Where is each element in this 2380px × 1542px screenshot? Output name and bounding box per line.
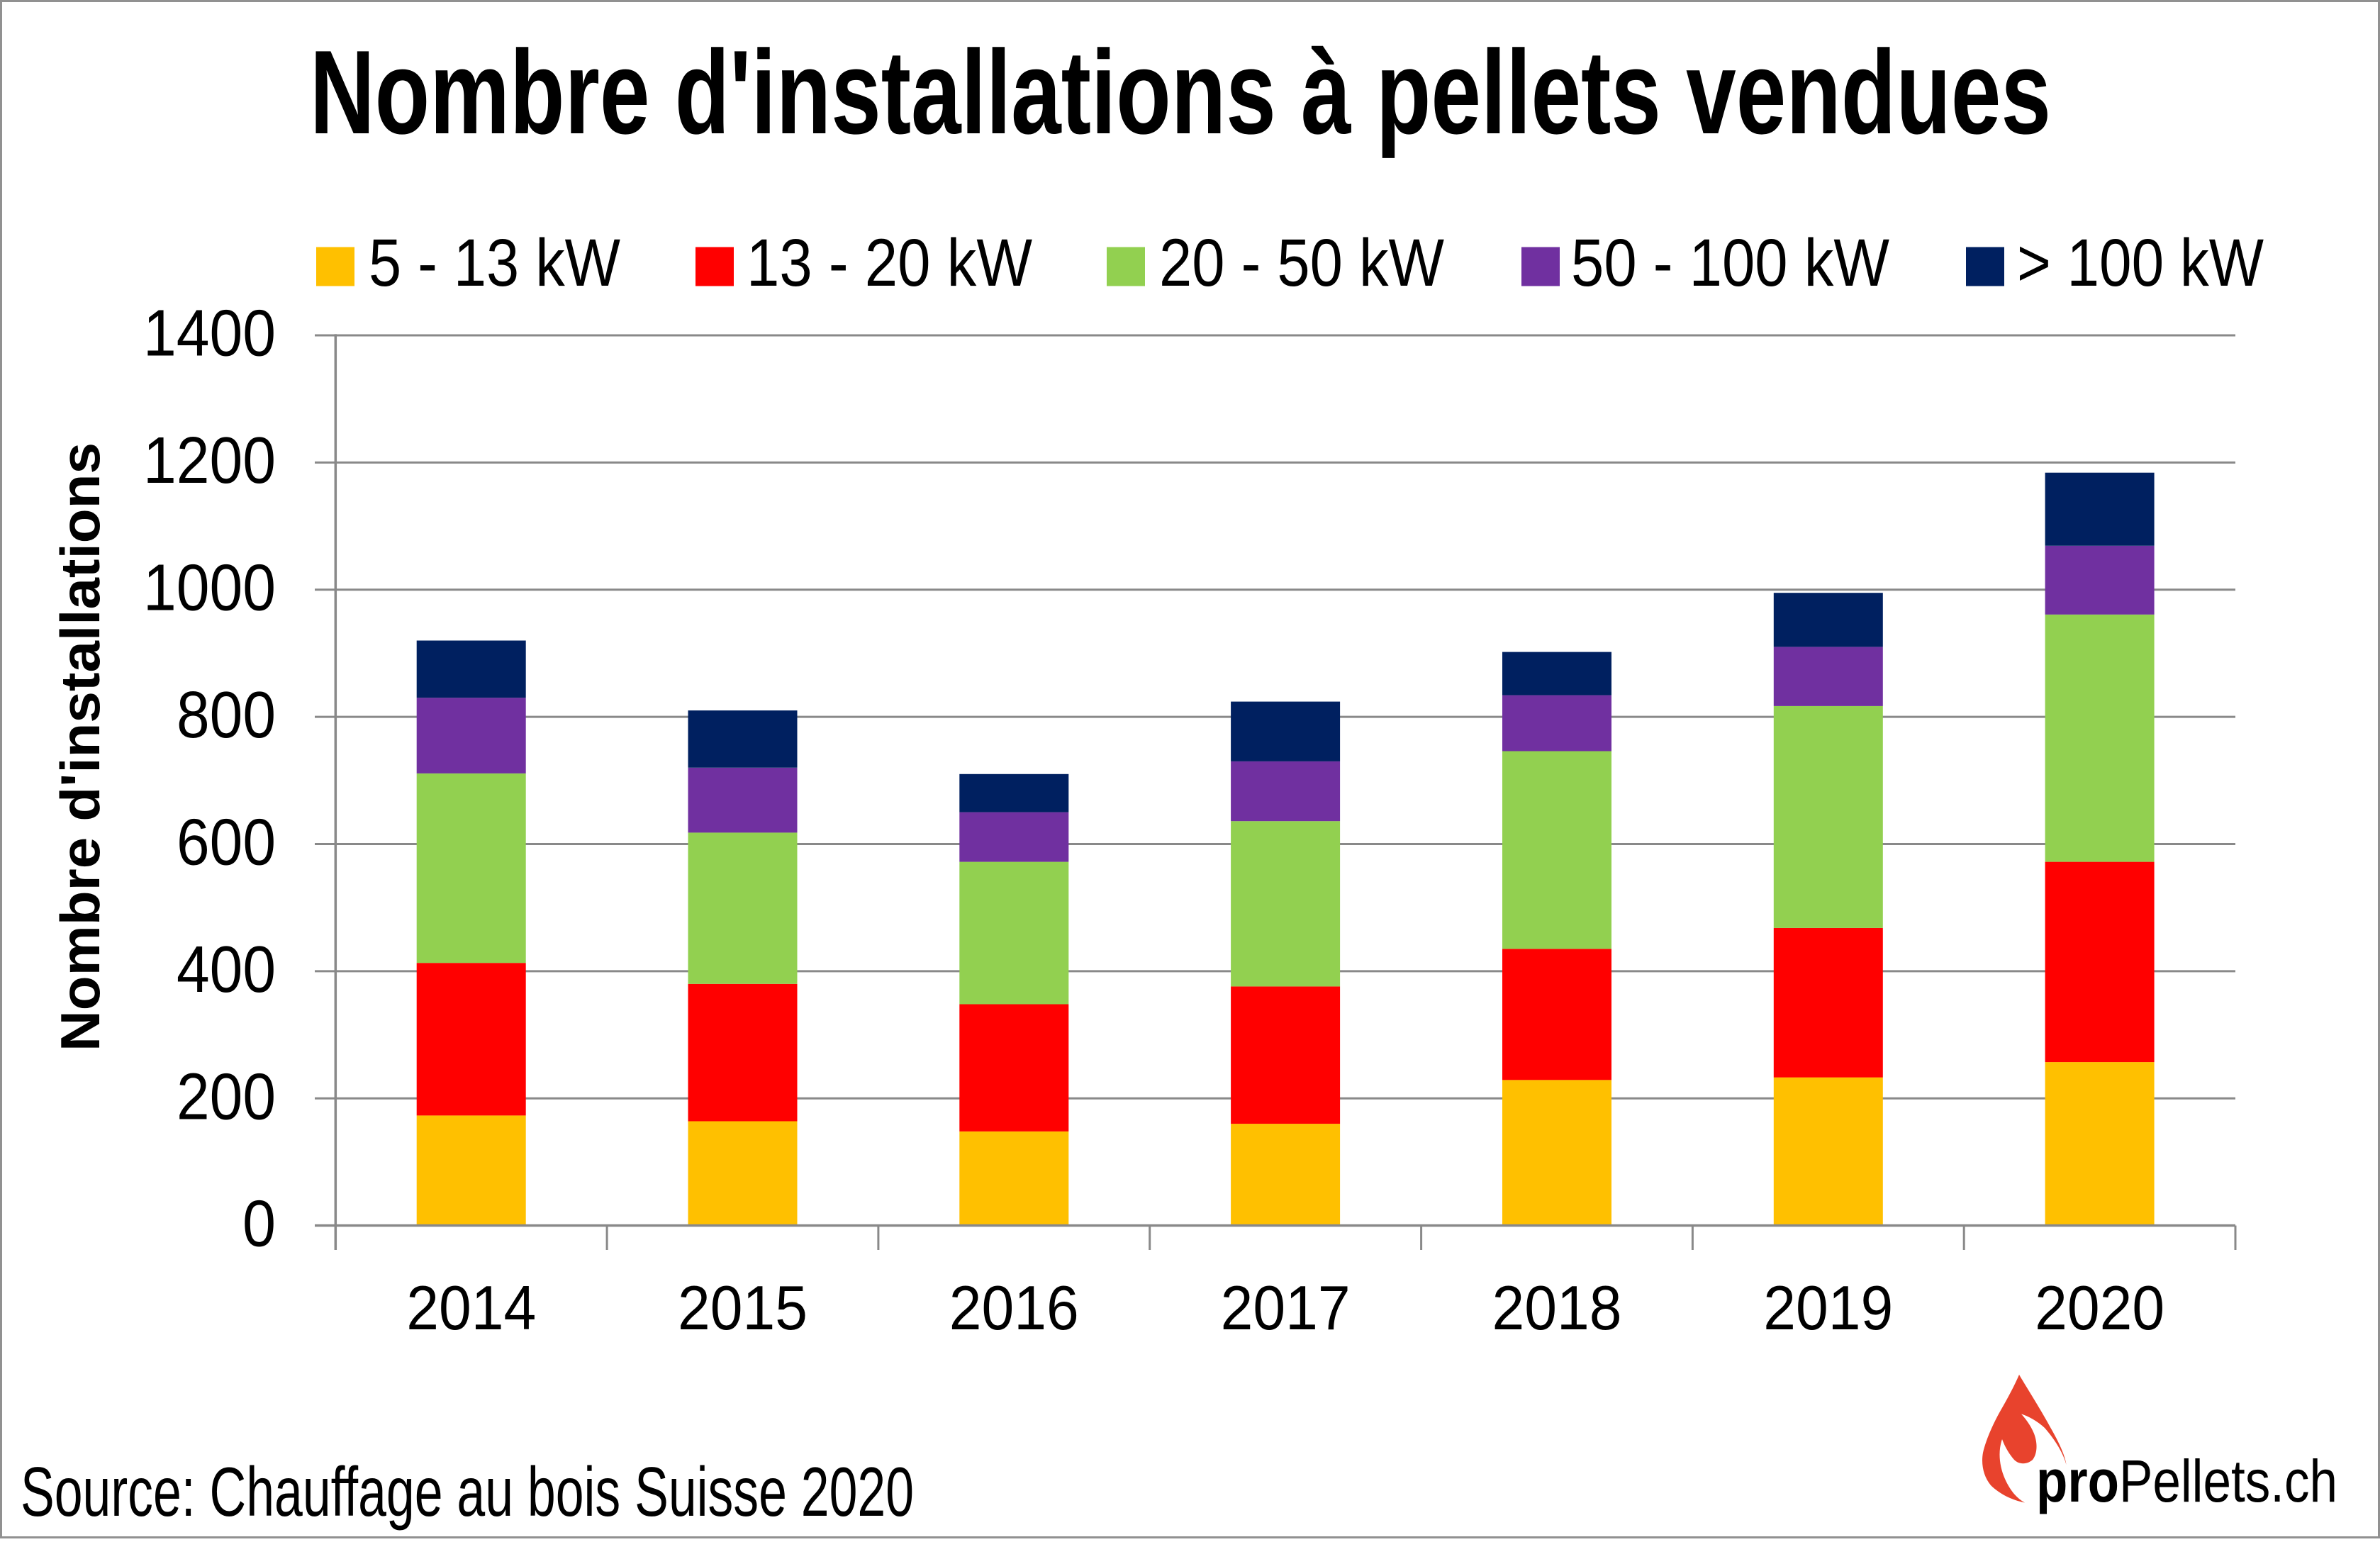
svg-text:2017: 2017 — [1221, 1273, 1351, 1343]
svg-text:5 - 13 kW: 5 - 13 kW — [369, 225, 620, 301]
svg-text:2014: 2014 — [406, 1273, 536, 1343]
svg-text:Nombre d'installations: Nombre d'installations — [49, 442, 111, 1051]
svg-text:2019: 2019 — [1763, 1273, 1893, 1343]
svg-text:Source: Chauffage au bois Suis: Source: Chauffage au bois Suisse 2020 — [21, 1453, 914, 1531]
svg-text:2020: 2020 — [2035, 1273, 2164, 1343]
svg-text:Nombre d'installations à pelle: Nombre d'installations à pellets vendues — [310, 26, 2051, 159]
svg-text:200: 200 — [177, 1059, 276, 1133]
svg-text:2015: 2015 — [678, 1273, 808, 1343]
svg-text:2018: 2018 — [1492, 1273, 1622, 1343]
svg-text:2016: 2016 — [949, 1273, 1079, 1343]
svg-text:20 - 50 kW: 20 - 50 kW — [1159, 225, 1444, 301]
svg-text:0: 0 — [242, 1187, 276, 1261]
svg-text:1200: 1200 — [143, 423, 276, 497]
svg-text:pro: pro — [2036, 1448, 2119, 1514]
svg-text:Pellets.ch: Pellets.ch — [2119, 1448, 2337, 1514]
svg-text:13 - 20 kW: 13 - 20 kW — [747, 225, 1032, 301]
svg-text:400: 400 — [177, 932, 276, 1006]
svg-text:600: 600 — [177, 805, 276, 878]
svg-text:50 - 100 kW: 50 - 100 kW — [1571, 225, 1889, 301]
svg-text:> 100 kW: > 100 kW — [2017, 225, 2264, 301]
svg-text:800: 800 — [177, 678, 276, 752]
svg-text:1000: 1000 — [143, 551, 276, 625]
svg-text:1400: 1400 — [143, 296, 276, 370]
